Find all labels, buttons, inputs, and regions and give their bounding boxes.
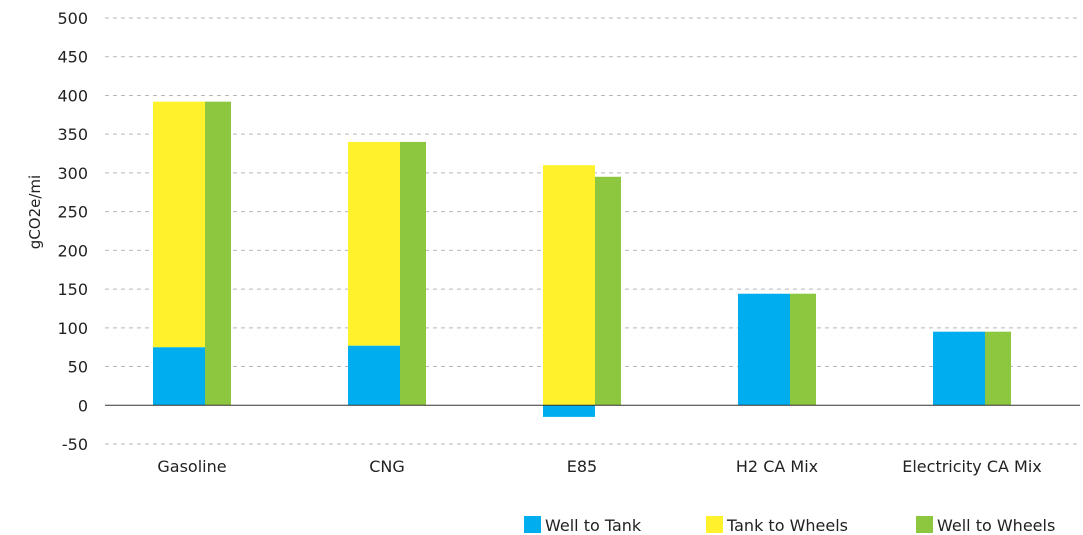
y-tick-label: 100 — [57, 319, 88, 338]
legend-label: Well to Tank — [545, 516, 642, 535]
category-labels: Gasoline CNG E85 H2 CA Mix Electricity CA Mi… — [157, 457, 1041, 476]
y-tick-label: 0 — [78, 396, 88, 415]
y-tick-label: 50 — [68, 358, 88, 377]
y-tick-label: 200 — [57, 241, 88, 260]
category-label: Gasoline — [157, 457, 226, 476]
bar-well-to-tank — [543, 405, 595, 417]
y-tick-label: 350 — [57, 125, 88, 144]
category-label: Electricity CA Mix — [902, 457, 1041, 476]
y-tick-label: -50 — [62, 435, 88, 454]
y-axis-title: gCO2e/mi — [26, 175, 44, 249]
bar-well-to-wheels — [400, 141, 426, 406]
bar-well-to-wheels — [790, 293, 816, 406]
category-label: E85 — [567, 457, 597, 476]
bar-well-to-tank — [153, 347, 205, 406]
legend-swatch — [524, 516, 541, 533]
legend: Well to Tank Tank to Wheels Well to Wheels — [524, 516, 1055, 535]
bar-well-to-wheels — [985, 331, 1011, 406]
category-label: H2 CA Mix — [736, 457, 818, 476]
category-label: CNG — [369, 457, 405, 476]
y-tick-label: 250 — [57, 203, 88, 222]
bar-well-to-wheels — [205, 101, 231, 406]
y-tick-label: 150 — [57, 280, 88, 299]
bar-well-to-tank — [348, 345, 400, 406]
gridlines — [105, 17, 1080, 445]
y-tick-label: 450 — [57, 48, 88, 67]
bars — [153, 101, 1011, 417]
legend-swatch — [916, 516, 933, 533]
legend-label: Tank to Wheels — [726, 516, 848, 535]
bar-well-to-wheels — [595, 176, 621, 406]
bar-well-to-tank — [738, 293, 790, 406]
bar-tank-to-wheels — [153, 101, 205, 348]
bar-tank-to-wheels — [543, 165, 595, 406]
y-tick-label: 400 — [57, 86, 88, 105]
legend-swatch — [706, 516, 723, 533]
y-tick-label: 300 — [57, 164, 88, 183]
bar-well-to-tank — [933, 331, 985, 406]
bar-tank-to-wheels — [348, 141, 400, 346]
legend-label: Well to Wheels — [937, 516, 1055, 535]
y-tick-label: 500 — [57, 9, 88, 28]
